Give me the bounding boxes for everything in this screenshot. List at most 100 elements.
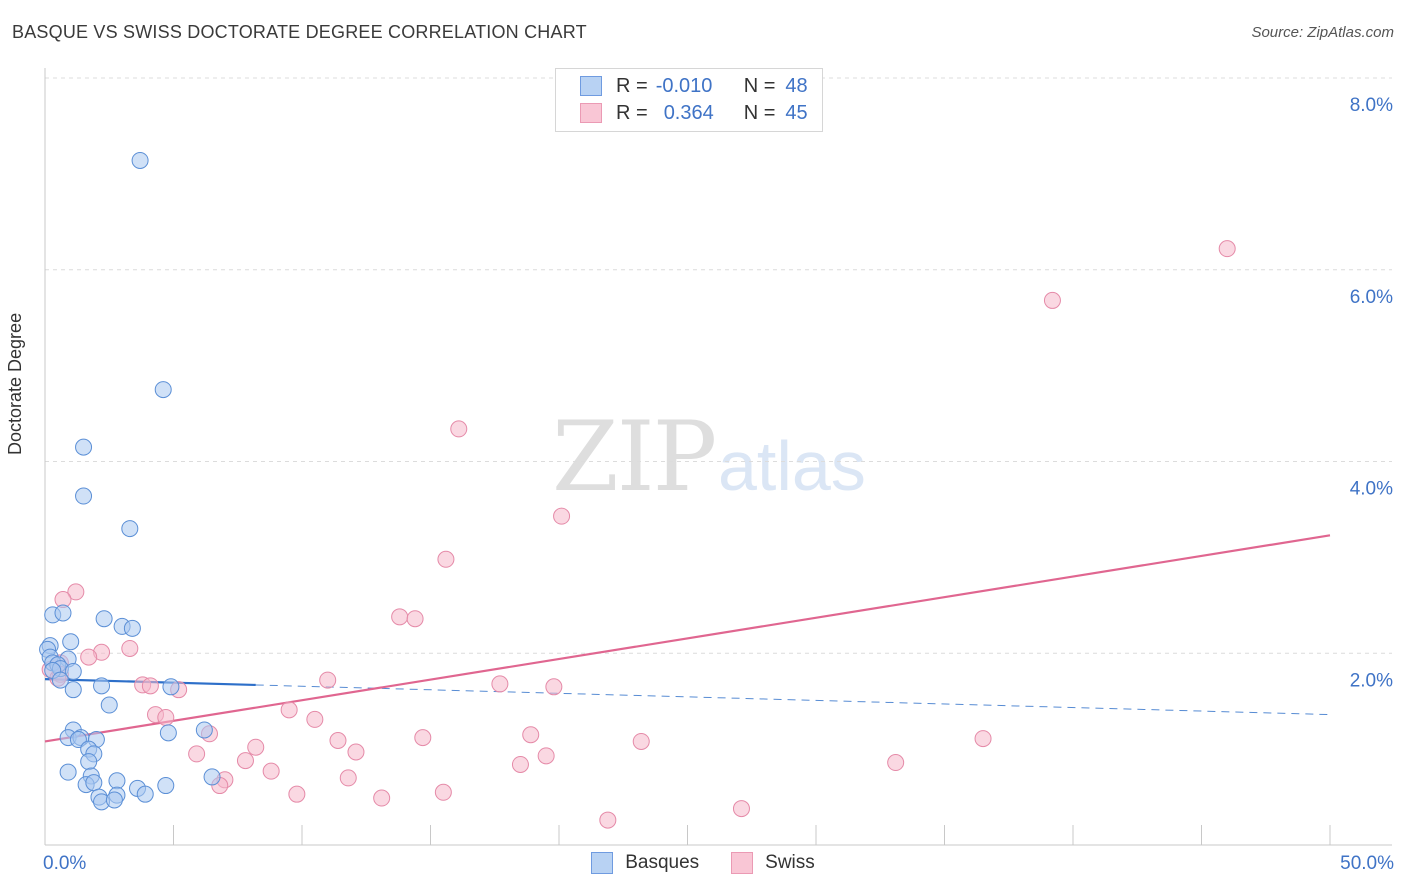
watermark: ZIP atlas <box>552 401 866 513</box>
source-label: Source: ZipAtlas.com <box>1251 24 1394 41</box>
basques-point <box>80 753 98 771</box>
legend-n-value-basques: 48 <box>785 74 808 97</box>
basques-point <box>64 681 82 699</box>
y-axis-label: Doctorate Degree <box>5 312 25 455</box>
swiss-point <box>319 671 337 689</box>
swiss-swatch <box>731 852 754 874</box>
swiss-swatch <box>580 103 602 123</box>
swiss-point <box>545 678 563 696</box>
swiss-point <box>887 754 905 772</box>
legend-n-value-swiss: 45 <box>785 101 808 124</box>
basques-point <box>105 791 123 809</box>
swiss-point <box>974 730 992 748</box>
legend-r-value-basques: -0.010 <box>655 74 713 97</box>
swiss-point <box>347 743 365 761</box>
basques-point <box>154 381 172 399</box>
basques-point <box>64 662 82 680</box>
basques-point <box>54 604 72 622</box>
swiss-point <box>262 762 280 780</box>
legend-r-value-swiss: 0.364 <box>663 101 714 124</box>
y-tick-label: 2.0% <box>1350 670 1393 691</box>
swiss-point <box>157 708 175 726</box>
swiss-point <box>632 732 650 750</box>
legend-n-label: N = <box>743 74 776 97</box>
basques-point <box>162 678 180 696</box>
legend-box: R = -0.010 N = 48 R = 0.364 N = 45 <box>555 68 823 132</box>
basques-swatch <box>591 852 614 874</box>
bottom-legend-basques-label: Basques <box>625 852 700 873</box>
watermark-zip: ZIP <box>552 401 715 513</box>
basques-point <box>75 438 93 456</box>
swiss-point <box>553 507 571 525</box>
swiss-point <box>434 783 452 801</box>
swiss-point <box>537 747 555 765</box>
swiss-point <box>306 710 324 728</box>
basques-point <box>203 768 221 786</box>
legend-r-label: R = <box>616 101 648 124</box>
basques-point <box>121 520 139 538</box>
basques-point <box>75 487 93 505</box>
basques-point <box>59 763 77 781</box>
swiss-point <box>80 648 98 666</box>
y-tick-label: 6.0% <box>1350 287 1393 308</box>
bottom-legend: Basques Swiss <box>0 852 1406 874</box>
basques-points <box>39 151 221 811</box>
swiss-point <box>121 639 139 657</box>
tick-labels: 2.0% 4.0% 6.0% 8.0% 0.0% 50.0% <box>43 95 1394 874</box>
basques-point <box>159 724 177 742</box>
swiss-point <box>373 789 391 807</box>
basques-point <box>85 774 103 792</box>
basques-point <box>100 696 118 714</box>
basques-point <box>62 633 80 651</box>
basques-point <box>131 151 149 169</box>
legend-row-swiss: R = 0.364 N = 45 <box>580 100 808 126</box>
trend-lines <box>44 534 1331 743</box>
basques-point <box>195 721 213 739</box>
basques-swatch <box>580 76 602 96</box>
swiss-point <box>67 583 85 601</box>
basques-point <box>123 619 141 637</box>
legend-row-basques: R = -0.010 N = 48 <box>580 73 808 99</box>
bottom-legend-basques: Basques <box>591 852 699 874</box>
swiss-point <box>236 752 254 770</box>
swiss-point <box>391 608 409 626</box>
swiss-point <box>732 800 750 818</box>
watermark-atlas: atlas <box>718 427 866 505</box>
swiss-point <box>599 811 617 829</box>
y-tick-label: 4.0% <box>1350 479 1393 500</box>
basques-point <box>93 677 111 695</box>
swiss-point <box>188 745 206 763</box>
bottom-legend-swiss-label: Swiss <box>765 852 815 873</box>
chart-title: BASQUE VS SWISS DOCTORATE DEGREE CORRELA… <box>12 22 587 42</box>
swiss-point <box>141 677 159 695</box>
swiss-point <box>329 731 347 749</box>
swiss-point <box>247 738 265 756</box>
basques-point <box>95 610 113 628</box>
swiss-point <box>491 675 509 693</box>
axes <box>44 68 1392 846</box>
swiss-point <box>280 701 298 719</box>
basques-point <box>136 785 154 803</box>
swiss-point <box>450 420 468 438</box>
swiss-points <box>41 240 1236 829</box>
basques-point <box>108 772 126 790</box>
swiss-point <box>437 550 455 568</box>
swiss-point <box>1043 291 1061 309</box>
basques-point <box>51 671 69 689</box>
swiss-point <box>414 729 432 747</box>
x-tick-label: 0.0% <box>43 853 86 874</box>
gridlines <box>45 77 1392 654</box>
swiss-point <box>406 610 424 628</box>
basques-point <box>157 777 175 795</box>
bottom-legend-swiss: Swiss <box>731 852 815 874</box>
swiss-point <box>522 726 540 744</box>
swiss-point <box>511 755 529 773</box>
swiss-point <box>339 769 357 787</box>
basques-trend-dashed <box>255 684 1331 716</box>
swiss-point <box>288 785 306 803</box>
swiss-point <box>1218 240 1236 258</box>
y-tick-label: 8.0% <box>1350 95 1393 116</box>
legend-r-label: R = <box>616 74 648 97</box>
swiss-trend-line <box>44 534 1331 743</box>
